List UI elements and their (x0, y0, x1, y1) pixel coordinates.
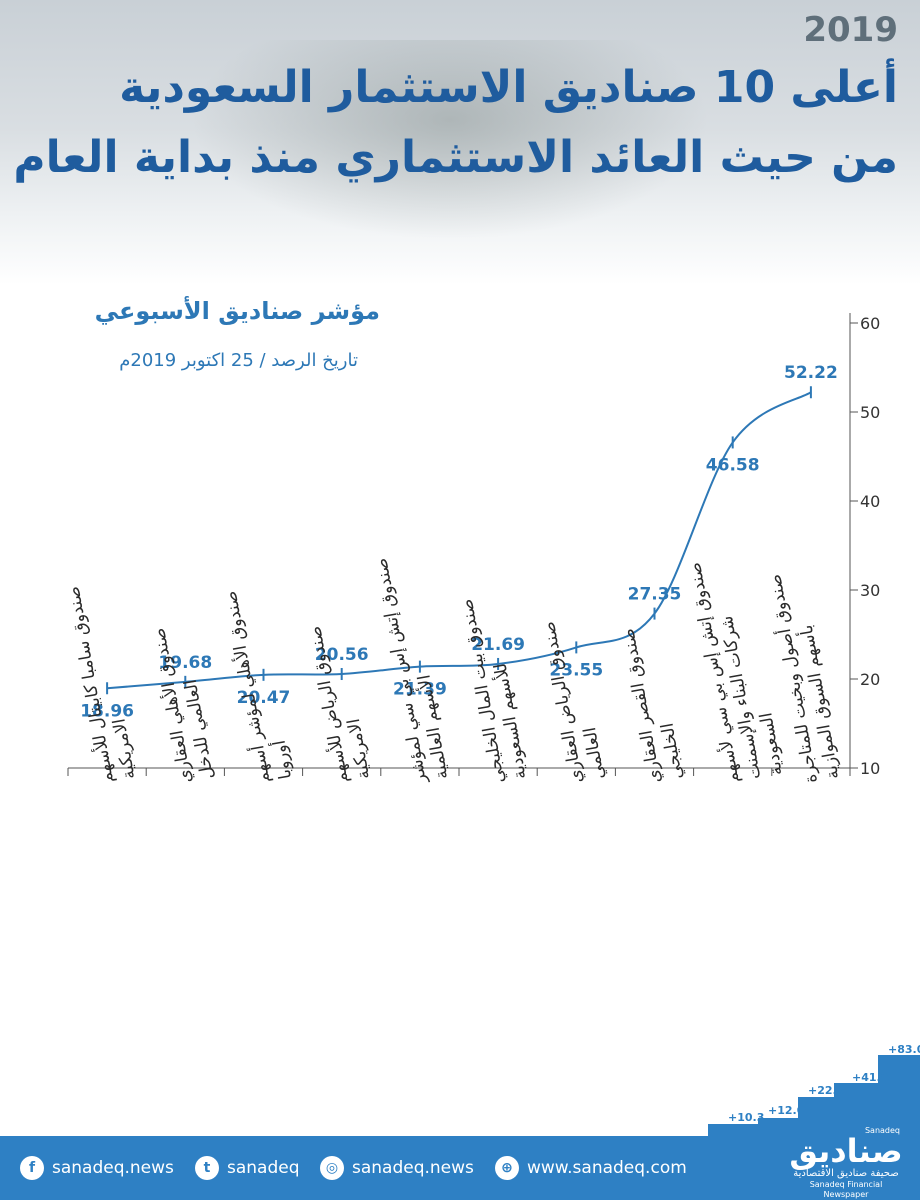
stair-label-4: +41.9 (852, 1071, 889, 1084)
footer-bar (0, 1136, 920, 1200)
category-label-line: صندوق سامبا كابيتال للأسهم (63, 585, 118, 785)
page-title-line2: من حيث العائد الاستثماري منذ بداية العام (13, 132, 898, 183)
stair-step-5 (878, 1055, 920, 1136)
category-label-line: صندوق الرياض العقاري (539, 620, 587, 785)
instagram-handle: sanadeq.news (352, 1158, 474, 1178)
chart-subtitle: تاريخ الرصد / 25 اكتوبر 2019م (119, 350, 358, 371)
value-label: 20.56 (315, 645, 369, 665)
instagram-link[interactable]: ◎ sanadeq.news (320, 1155, 474, 1181)
value-label: 19.68 (158, 653, 212, 673)
stair-label-3: +22.6 (808, 1084, 845, 1097)
value-label: 21.39 (393, 680, 447, 700)
y-tick-label: 10 (860, 759, 880, 778)
flag-background (190, 40, 710, 240)
facebook-link[interactable]: f sanadeq.news (20, 1155, 174, 1181)
value-label: 52.22 (784, 363, 838, 383)
y-tick-label: 50 (860, 403, 880, 422)
category-label-line: صندوق القصر العقاري (619, 627, 666, 785)
stair-step-4 (834, 1083, 878, 1136)
brand-tagline-ar: صحيفة صناديق الاقتصادية (793, 1168, 899, 1179)
y-tick-label: 40 (860, 492, 880, 511)
y-tick-label: 30 (860, 581, 880, 600)
value-label: 23.55 (549, 660, 603, 680)
facebook-handle: sanadeq.news (52, 1158, 174, 1178)
stair-step-1 (708, 1124, 758, 1136)
value-labels: 18.96 19.68 20.47 20.56 21.39 21.69 23.55 27.35… (80, 363, 838, 721)
y-axis-ticks: 10 20 30 40 50 60 (850, 314, 880, 778)
brand-name-ar: صناديق (789, 1132, 903, 1170)
stair-label-1: +10.3 (728, 1111, 765, 1124)
y-tick-label: 20 (860, 670, 880, 689)
chart-axes (67, 313, 851, 776)
stair-label-5: +83.0 (888, 1043, 920, 1056)
page-title-line1: أعلى 10 صناديق الاستثمار السعودية (119, 62, 898, 113)
globe-icon: ⊕ (495, 1156, 519, 1180)
value-label: 46.58 (706, 455, 760, 475)
value-label: 20.47 (237, 688, 291, 708)
twitter-handle: sanadeq (227, 1158, 300, 1178)
series-line (107, 391, 812, 690)
value-label: 27.35 (628, 585, 682, 605)
year-label: 2019 (803, 10, 898, 50)
chart-title: مؤشر صناديق الأسبوعي (94, 297, 380, 325)
facebook-icon: f (20, 1156, 44, 1180)
brand-name-en: Sanadeq (864, 1126, 900, 1135)
brand-tagline-en: Sanadeq Financial Newspaper (809, 1180, 883, 1199)
value-label: 21.69 (471, 635, 525, 655)
website-url: www.sanadeq.com (527, 1158, 687, 1178)
value-label: 18.96 (80, 701, 134, 721)
point-markers (106, 386, 812, 695)
twitter-link[interactable]: t sanadeq (195, 1155, 300, 1181)
stair-step-3 (798, 1097, 834, 1136)
stair-label-2: +12.0 (768, 1104, 805, 1117)
brand-logo: Sanadeq صناديق صحيفة صناديق الاقتصادية S… (786, 1126, 906, 1199)
stair-step-2 (758, 1118, 798, 1136)
y-tick-label: 60 (860, 314, 880, 333)
instagram-icon: ◎ (320, 1156, 344, 1180)
website-link[interactable]: ⊕ www.sanadeq.com (495, 1155, 687, 1181)
twitter-icon: t (195, 1156, 219, 1180)
header-banner (0, 0, 920, 285)
